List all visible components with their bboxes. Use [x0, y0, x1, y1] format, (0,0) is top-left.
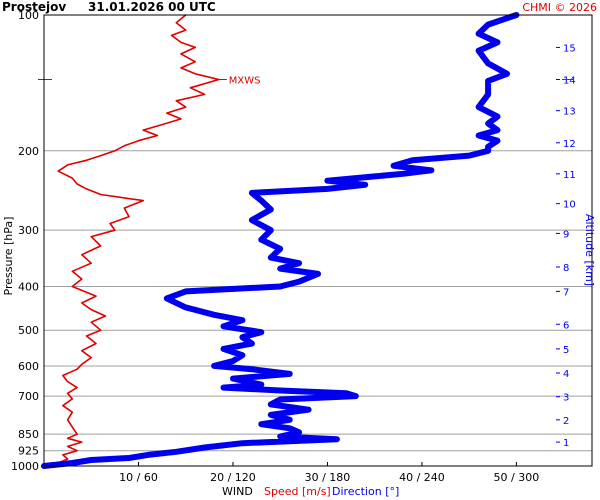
altitude-tick-12: 12: [563, 139, 576, 150]
altitude-tick-1: 1: [563, 438, 569, 449]
wind-tick-10: 10 / 60: [119, 471, 158, 484]
wind-tick-40: 40 / 240: [399, 471, 445, 484]
wind-series: [41, 12, 520, 469]
pressure-tick-600: 600: [18, 360, 39, 373]
altitude-axis-label: Altitude [km]: [583, 214, 596, 286]
pressure-tick-100: 100: [18, 9, 39, 22]
pressure-axis-label: Pressure [hPa]: [2, 217, 15, 296]
altitude-tick-7: 7: [563, 287, 569, 298]
pressure-tick-925: 925: [18, 445, 39, 458]
altitude-tick-2: 2: [563, 416, 569, 427]
wind-axis-caption: WIND Speed [m/s] Direction [°]: [222, 485, 399, 498]
speed-caption: Speed [m/s]: [264, 485, 331, 498]
wind-tick-30: 30 / 180: [305, 471, 351, 484]
pressure-tick-500: 500: [18, 324, 39, 337]
altitude-tick-15: 15: [563, 43, 576, 54]
wind-tick-20: 20 / 120: [210, 471, 256, 484]
direction-line: [41, 12, 520, 469]
speed-line: [48, 14, 220, 467]
pressure-tick-labels: 100 200 300 400 500 600 700 850 925 1000: [11, 9, 39, 473]
altitude-tick-6: 6: [563, 320, 569, 331]
altitude-tick-9: 9: [563, 229, 569, 240]
wind-caption-prefix: WIND: [222, 485, 253, 498]
pressure-tick-200: 200: [18, 145, 39, 158]
altitude-tick-5: 5: [563, 345, 569, 356]
pressure-tick-850: 850: [18, 428, 39, 441]
max-wind-speed-marker: MXWS: [38, 75, 574, 86]
altitude-tick-14: 14: [563, 75, 576, 86]
maxws-label: MXWS: [229, 75, 261, 86]
pressure-tick-400: 400: [18, 281, 39, 294]
pressure-tick-300: 300: [18, 224, 39, 237]
pressure-tick-700: 700: [18, 390, 39, 403]
station-name: Prostejov: [2, 0, 66, 14]
altitude-tick-4: 4: [563, 369, 569, 380]
wind-tick-labels: 10 / 60 20 / 120 30 / 180 40 / 240 50 / 300: [119, 462, 539, 484]
wind-tick-50: 50 / 300: [494, 471, 540, 484]
altitude-tick-11: 11: [563, 170, 576, 181]
plot-frame: [43, 14, 593, 467]
altitude-tick-8: 8: [563, 263, 569, 274]
altitude-tick-10: 10: [563, 200, 576, 211]
credit-label: CHMI © 2026: [522, 1, 597, 14]
pressure-tick-1000: 1000: [11, 460, 39, 473]
altitude-tick-13: 13: [563, 107, 576, 118]
observation-datetime: 31.01.2026 00 UTC: [88, 0, 216, 14]
direction-caption: Direction [°]: [332, 485, 399, 498]
altitude-tick-3: 3: [563, 393, 569, 404]
